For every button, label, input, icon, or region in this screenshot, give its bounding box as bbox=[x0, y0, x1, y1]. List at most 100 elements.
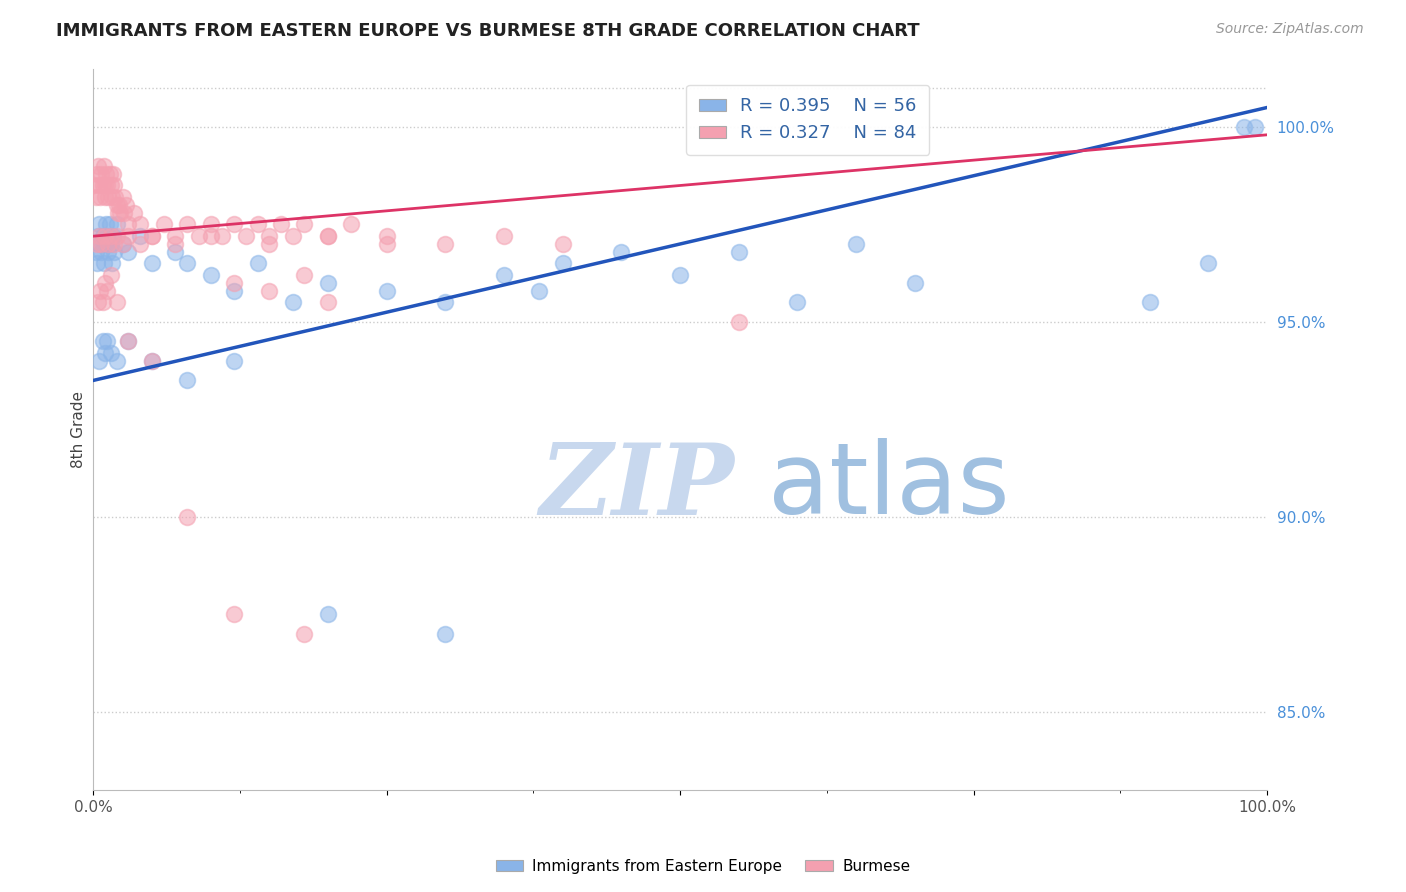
Point bbox=[100, 178, 122, 193]
Point bbox=[86, 167, 108, 181]
Point bbox=[94, 276, 117, 290]
Point bbox=[176, 509, 198, 524]
Point bbox=[97, 190, 120, 204]
Point bbox=[101, 229, 124, 244]
Point bbox=[103, 244, 125, 259]
Point bbox=[122, 206, 145, 220]
Point bbox=[97, 237, 120, 252]
Point bbox=[1232, 120, 1254, 134]
Point bbox=[129, 237, 152, 252]
Point bbox=[105, 295, 128, 310]
Point bbox=[316, 607, 339, 622]
Point bbox=[93, 159, 115, 173]
Point bbox=[96, 178, 118, 193]
Text: ZIP: ZIP bbox=[540, 439, 734, 535]
Point bbox=[211, 229, 233, 244]
Point bbox=[108, 206, 131, 220]
Point bbox=[84, 190, 107, 204]
Point bbox=[165, 244, 187, 259]
Point bbox=[111, 190, 134, 204]
Point bbox=[83, 178, 105, 193]
Point bbox=[101, 190, 124, 204]
Point bbox=[176, 374, 198, 388]
Point bbox=[89, 237, 111, 252]
Point bbox=[129, 218, 152, 232]
Point bbox=[141, 229, 163, 244]
Point bbox=[90, 167, 112, 181]
Point bbox=[87, 159, 110, 173]
Point bbox=[1139, 295, 1161, 310]
Point bbox=[375, 284, 398, 298]
Point bbox=[141, 229, 163, 244]
Point bbox=[492, 268, 515, 282]
Point bbox=[90, 237, 112, 252]
Point bbox=[222, 284, 245, 298]
Point bbox=[115, 198, 138, 212]
Point bbox=[669, 268, 692, 282]
Point bbox=[87, 229, 110, 244]
Point bbox=[246, 218, 269, 232]
Point bbox=[87, 218, 110, 232]
Point bbox=[294, 218, 316, 232]
Point bbox=[492, 229, 515, 244]
Point bbox=[200, 229, 222, 244]
Point bbox=[434, 295, 457, 310]
Point bbox=[100, 346, 122, 360]
Point bbox=[294, 268, 316, 282]
Point bbox=[610, 244, 633, 259]
Point bbox=[259, 229, 281, 244]
Point bbox=[117, 244, 139, 259]
Point bbox=[100, 229, 122, 244]
Legend: Immigrants from Eastern Europe, Burmese: Immigrants from Eastern Europe, Burmese bbox=[489, 853, 917, 880]
Point bbox=[93, 256, 115, 270]
Point bbox=[117, 229, 139, 244]
Point bbox=[112, 206, 135, 220]
Point bbox=[270, 218, 292, 232]
Point bbox=[176, 256, 198, 270]
Point bbox=[100, 268, 122, 282]
Text: atlas: atlas bbox=[768, 438, 1010, 535]
Point bbox=[84, 244, 107, 259]
Point bbox=[786, 295, 808, 310]
Point bbox=[94, 190, 117, 204]
Point bbox=[1244, 120, 1267, 134]
Point bbox=[551, 256, 574, 270]
Point bbox=[375, 237, 398, 252]
Point bbox=[103, 237, 125, 252]
Point bbox=[281, 229, 304, 244]
Legend: R = 0.395    N = 56, R = 0.327    N = 84: R = 0.395 N = 56, R = 0.327 N = 84 bbox=[686, 85, 929, 155]
Point bbox=[294, 627, 316, 641]
Point bbox=[845, 237, 868, 252]
Point bbox=[141, 354, 163, 368]
Point bbox=[100, 237, 122, 252]
Point bbox=[904, 276, 927, 290]
Point bbox=[111, 237, 134, 252]
Point bbox=[727, 244, 749, 259]
Point bbox=[94, 229, 117, 244]
Point bbox=[91, 295, 114, 310]
Point bbox=[91, 178, 114, 193]
Point bbox=[107, 206, 129, 220]
Point bbox=[94, 237, 117, 252]
Point bbox=[117, 218, 139, 232]
Y-axis label: 8th Grade: 8th Grade bbox=[72, 391, 86, 467]
Point bbox=[281, 295, 304, 310]
Point bbox=[96, 284, 118, 298]
Point bbox=[434, 237, 457, 252]
Point bbox=[101, 256, 124, 270]
Point bbox=[103, 178, 125, 193]
Text: Source: ZipAtlas.com: Source: ZipAtlas.com bbox=[1216, 22, 1364, 37]
Point bbox=[340, 218, 363, 232]
Point bbox=[91, 229, 114, 244]
Point bbox=[200, 268, 222, 282]
Point bbox=[165, 237, 187, 252]
Point bbox=[108, 198, 131, 212]
Point bbox=[105, 229, 128, 244]
Point bbox=[246, 256, 269, 270]
Point bbox=[101, 167, 124, 181]
Point bbox=[200, 218, 222, 232]
Point bbox=[111, 237, 134, 252]
Point bbox=[316, 276, 339, 290]
Point bbox=[97, 244, 120, 259]
Point bbox=[86, 237, 108, 252]
